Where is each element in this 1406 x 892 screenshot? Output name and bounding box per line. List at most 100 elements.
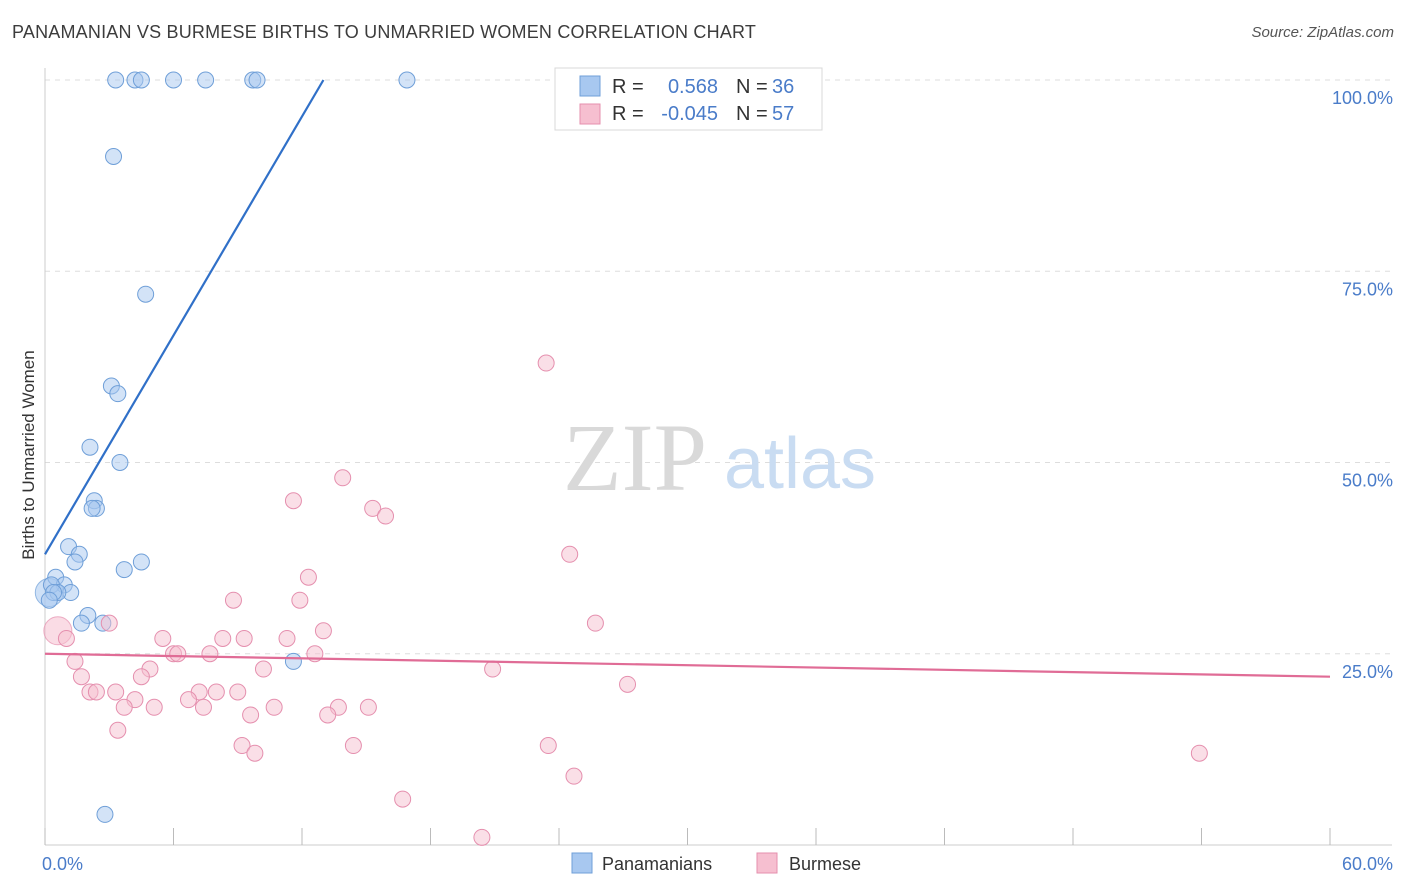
point-burmese-51 — [394, 790, 412, 808]
point-burmese-50 — [565, 767, 583, 785]
point-panamanians-30 — [72, 614, 90, 632]
point-burmese-7 — [224, 591, 242, 609]
axes: 25.0% 50.0% 75.0% 100.0% 0.0% 60.0% — [42, 68, 1393, 874]
watermark: ZIP atlas — [563, 404, 876, 511]
stats-n-label-burmese: N = — [736, 103, 768, 125]
grid-lines — [45, 79, 1392, 655]
point-burmese-52 — [473, 828, 491, 846]
point-burmese-24 — [484, 660, 502, 678]
point-burmese-36 — [194, 698, 212, 716]
point-panamanians-21 — [115, 561, 133, 579]
stats-r-value-burmese: -0.045 — [661, 103, 718, 125]
point-panamanians-11 — [109, 385, 127, 403]
point-burmese-12 — [154, 629, 172, 647]
point-panamanians-13 — [111, 454, 129, 471]
stats-r-label-panamanians: R = — [612, 76, 644, 98]
point-panamanians-19 — [66, 553, 84, 571]
stats-n-value-panamanians: 36 — [772, 76, 794, 98]
point-burmese-31 — [207, 683, 225, 701]
chart-title: PANAMANIAN VS BURMESE BIRTHS TO UNMARRIE… — [12, 22, 757, 42]
point-burmese-21 — [66, 652, 84, 670]
point-burmese-11 — [57, 629, 75, 647]
y-axis-label: Births to Unmarried Women — [19, 350, 38, 559]
watermark-atlas: atlas — [724, 424, 876, 504]
stats-r-label-burmese: R = — [612, 103, 644, 125]
point-burmese-37 — [265, 698, 283, 716]
point-panamanians-2 — [132, 71, 150, 89]
point-burmese-49 — [1190, 744, 1208, 762]
point-burmese-20 — [201, 645, 219, 663]
x-tick-label-min: 0.0% — [42, 854, 83, 874]
point-burmese-1 — [334, 469, 352, 487]
point-burmese-13 — [214, 629, 232, 647]
stats-swatch-panamanians — [579, 75, 601, 97]
point-panamanians-32 — [284, 652, 302, 670]
point-burmese-45 — [233, 737, 251, 755]
y-tick-label-25: 25.0% — [1342, 662, 1393, 682]
point-panamanians-3 — [165, 71, 182, 89]
point-burmese-29 — [107, 683, 125, 701]
point-panamanians-33 — [96, 805, 114, 823]
point-burmese-23 — [254, 660, 272, 678]
point-burmese-16 — [314, 622, 332, 640]
point-panamanians-16 — [83, 499, 101, 517]
stats-legend: R = 0.568 N = 36 R = -0.045 N = 57 — [554, 67, 823, 131]
legend-label-burmese: Burmese — [789, 854, 861, 874]
point-burmese-32 — [229, 683, 247, 701]
watermark-zip: ZIP — [563, 404, 707, 511]
point-burmese-38 — [115, 698, 133, 716]
y-tick-label-100: 100.0% — [1332, 88, 1393, 108]
point-burmese-39 — [145, 698, 163, 716]
point-burmese-48 — [539, 737, 557, 755]
point-panamanians-6 — [248, 71, 266, 89]
legend-swatch-panamanians — [571, 852, 593, 874]
point-burmese-33 — [87, 683, 105, 701]
series-legend: Panamanians Burmese — [571, 852, 861, 874]
point-panamanians-28 — [40, 591, 58, 609]
trend-line-burmese — [44, 652, 1331, 678]
point-panamanians-9 — [137, 285, 155, 303]
legend-swatch-burmese — [756, 852, 778, 874]
point-burmese-19 — [169, 645, 187, 663]
points-layer — [34, 71, 1208, 846]
point-burmese-6 — [299, 568, 317, 586]
point-burmese-5 — [561, 545, 579, 563]
point-panamanians-12 — [81, 438, 99, 456]
y-tick-label-50: 50.0% — [1342, 471, 1393, 491]
point-burmese-15 — [278, 629, 296, 647]
stats-n-label-panamanians: N = — [736, 76, 768, 98]
chart-source: Source: ZipAtlas.com — [1251, 24, 1394, 41]
stats-r-value-panamanians: 0.568 — [668, 76, 718, 98]
point-burmese-9 — [586, 614, 604, 632]
point-burmese-34 — [179, 691, 197, 709]
point-burmese-26 — [132, 668, 150, 686]
point-panamanians-20 — [132, 553, 150, 571]
point-burmese-41 — [359, 698, 377, 716]
point-burmese-25 — [72, 668, 90, 686]
point-burmese-0 — [537, 354, 555, 372]
point-burmese-14 — [235, 629, 253, 647]
point-burmese-8 — [291, 591, 309, 609]
point-burmese-47 — [344, 737, 362, 755]
y-tick-label-75: 75.0% — [1342, 279, 1393, 299]
point-burmese-46 — [246, 744, 264, 762]
point-panamanians-0 — [107, 71, 125, 89]
point-burmese-4 — [377, 507, 395, 525]
point-panamanians-8 — [105, 148, 123, 165]
point-panamanians-7 — [398, 71, 416, 89]
point-burmese-27 — [619, 675, 637, 693]
x-tick-label-max: 60.0% — [1342, 854, 1393, 874]
point-burmese-44 — [109, 721, 127, 739]
stats-swatch-burmese — [579, 103, 601, 125]
point-burmese-3 — [364, 499, 382, 517]
point-burmese-42 — [242, 706, 260, 724]
point-burmese-43 — [319, 706, 337, 724]
trend-line-panamanians — [44, 79, 325, 555]
point-burmese-2 — [284, 492, 302, 510]
trend-lines — [44, 79, 1331, 678]
stats-n-value-burmese: 57 — [772, 103, 794, 125]
point-burmese-10 — [100, 614, 118, 632]
legend-label-panamanians: Panamanians — [602, 854, 712, 874]
point-panamanians-4 — [197, 71, 215, 89]
